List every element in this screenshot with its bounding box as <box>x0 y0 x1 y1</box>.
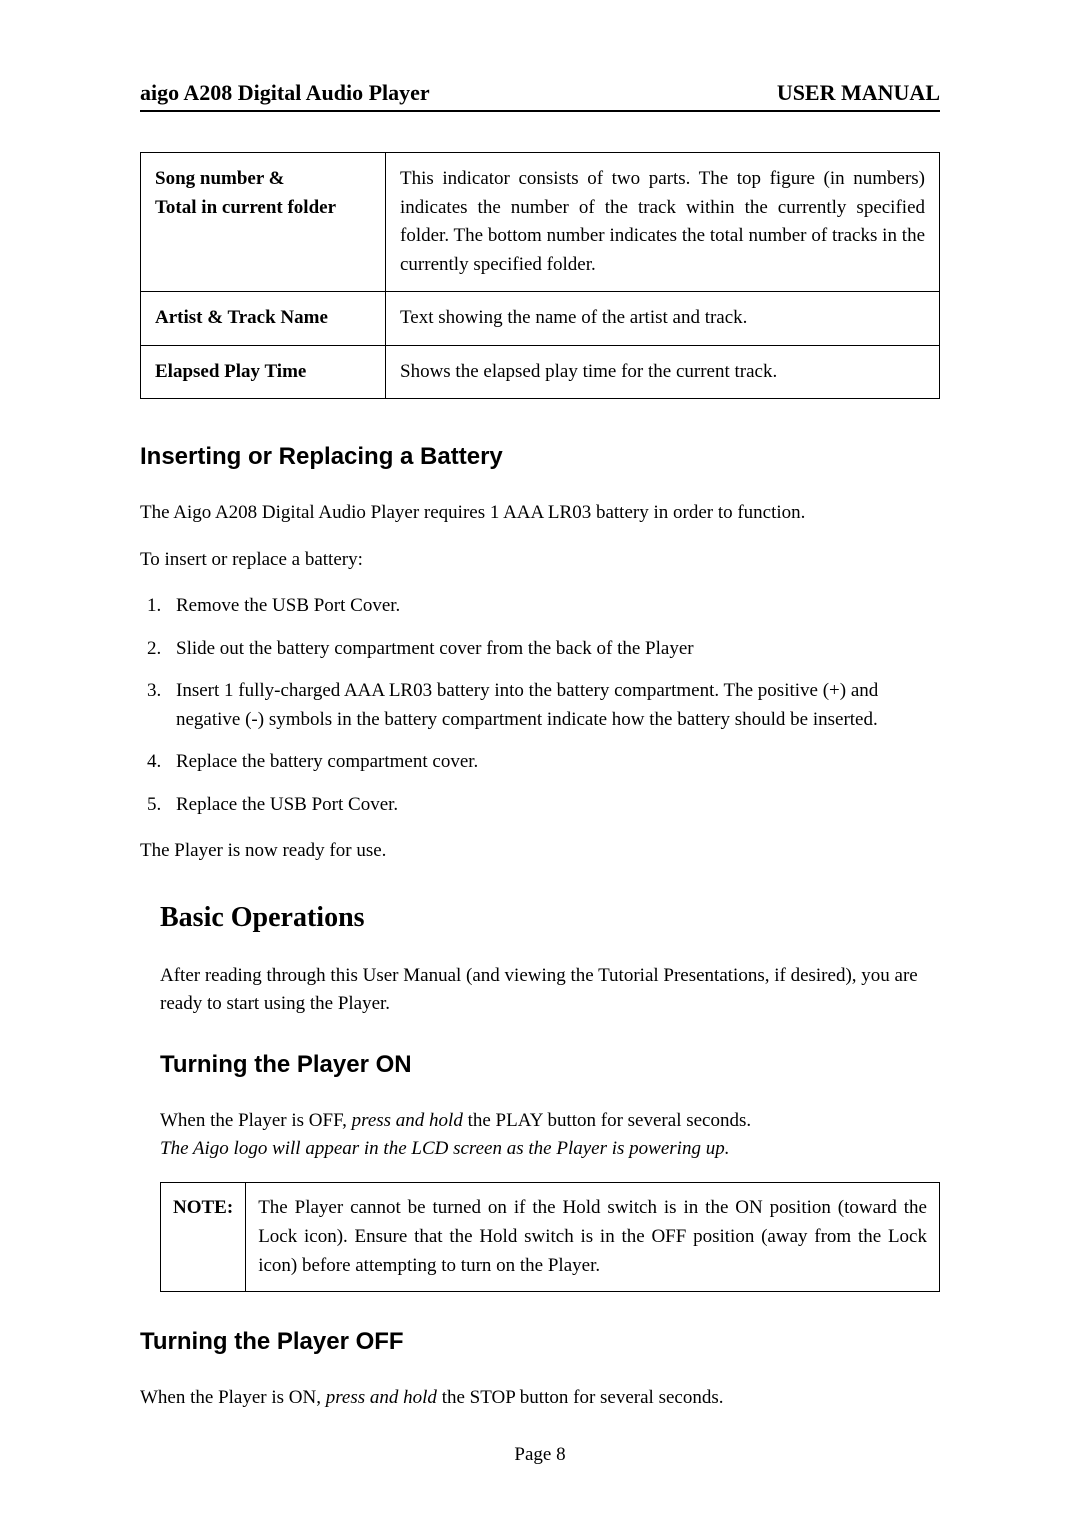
note-text: The Player cannot be turned on if the Ho… <box>246 1182 940 1291</box>
turn-on-line2: The Aigo logo will appear in the LCD scr… <box>160 1138 729 1159</box>
heading-battery: Inserting or Replacing a Battery <box>140 443 940 471</box>
label-l2: Total in current folder <box>155 197 336 218</box>
indicator-desc: This indicator consists of two parts. Th… <box>386 153 940 292</box>
indicator-desc: Shows the elapsed play time for the curr… <box>386 345 940 399</box>
battery-intro: The Aigo A208 Digital Audio Player requi… <box>140 499 940 528</box>
turn-on-pre: When the Player is OFF, <box>160 1110 352 1131</box>
note-label: NOTE: <box>161 1182 246 1291</box>
battery-steps: Remove the USB Port Cover. Slide out the… <box>166 592 940 819</box>
note-row: NOTE: The Player cannot be turned on if … <box>161 1182 940 1291</box>
indicator-desc: Text showing the name of the artist and … <box>386 292 940 346</box>
list-item: Replace the USB Port Cover. <box>166 791 940 820</box>
turn-on-line1: When the Player is OFF, press and hold t… <box>160 1107 940 1164</box>
heading-turn-on: Turning the Player ON <box>160 1051 940 1079</box>
table-row: Song number & Total in current folder Th… <box>141 153 940 292</box>
page-footer: Page 8 <box>0 1444 1080 1466</box>
label-l1: Song number & <box>155 168 285 189</box>
indicator-label: Artist & Track Name <box>141 292 386 346</box>
heading-basic-ops: Basic Operations <box>160 902 940 934</box>
turn-off-line1: When the Player is ON, press and hold th… <box>140 1384 940 1413</box>
battery-outro: The Player is now ready for use. <box>140 837 940 866</box>
header-left: aigo A208 Digital Audio Player <box>140 80 430 106</box>
indicator-label: Song number & Total in current folder <box>141 153 386 292</box>
indicator-table: Song number & Total in current folder Th… <box>140 152 940 399</box>
turn-off-pre: When the Player is ON, <box>140 1387 326 1408</box>
header-right: USER MANUAL <box>777 80 940 106</box>
indicator-label: Elapsed Play Time <box>141 345 386 399</box>
turn-off-post: the STOP button for several seconds. <box>437 1387 724 1408</box>
list-item: Slide out the battery compartment cover … <box>166 635 940 664</box>
heading-turn-off: Turning the Player OFF <box>140 1328 940 1356</box>
table-row: Artist & Track Name Text showing the nam… <box>141 292 940 346</box>
turn-on-post: the PLAY button for several seconds. <box>463 1110 751 1131</box>
page-header: aigo A208 Digital Audio Player USER MANU… <box>140 80 940 112</box>
list-item: Insert 1 fully-charged AAA LR03 battery … <box>166 677 940 734</box>
note-box: NOTE: The Player cannot be turned on if … <box>160 1182 940 1292</box>
desc-text: This indicator consists of two parts. Th… <box>400 165 925 279</box>
list-item: Replace the battery compartment cover. <box>166 748 940 777</box>
list-item: Remove the USB Port Cover. <box>166 592 940 621</box>
table-row: Elapsed Play Time Shows the elapsed play… <box>141 345 940 399</box>
turn-on-ital: press and hold <box>352 1110 463 1131</box>
turn-off-ital: press and hold <box>326 1387 437 1408</box>
basic-ops-intro: After reading through this User Manual (… <box>160 962 940 1019</box>
battery-lead: To insert or replace a battery: <box>140 546 940 575</box>
